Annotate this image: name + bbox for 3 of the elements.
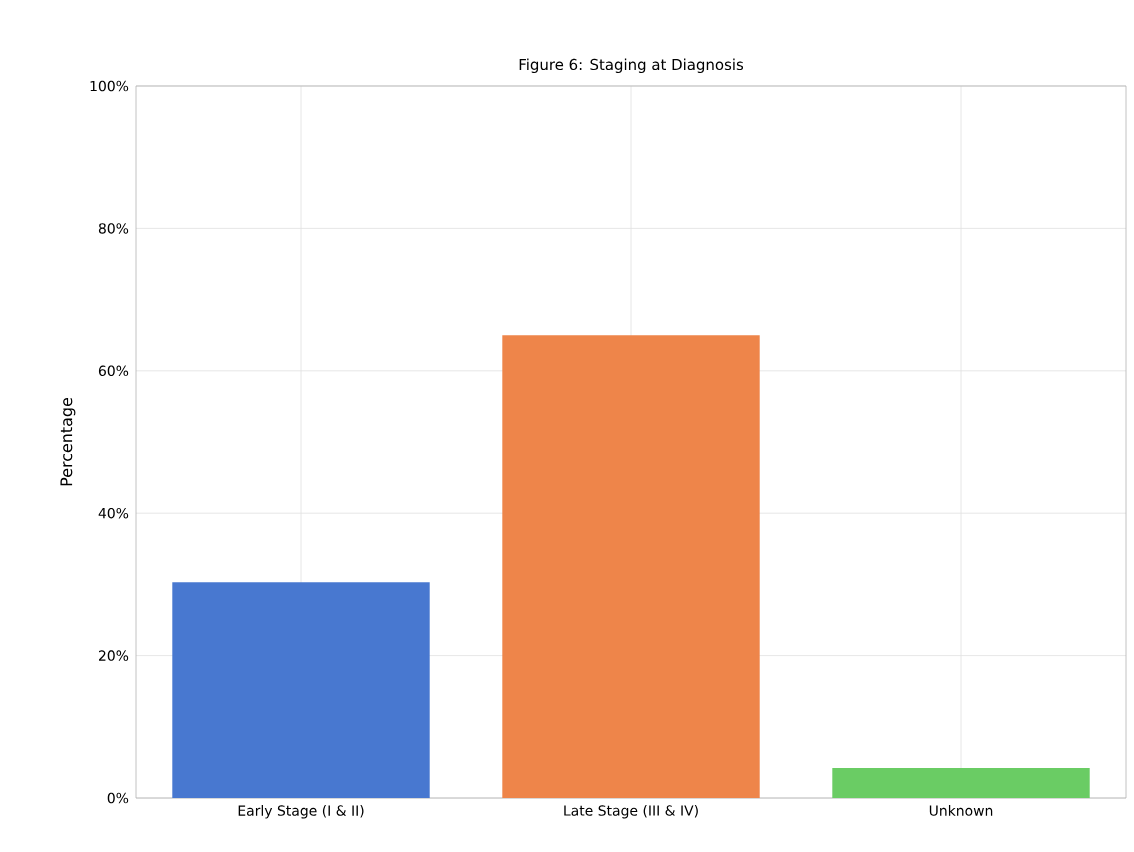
bar	[502, 335, 760, 798]
bar	[832, 768, 1090, 798]
bar	[172, 582, 430, 798]
